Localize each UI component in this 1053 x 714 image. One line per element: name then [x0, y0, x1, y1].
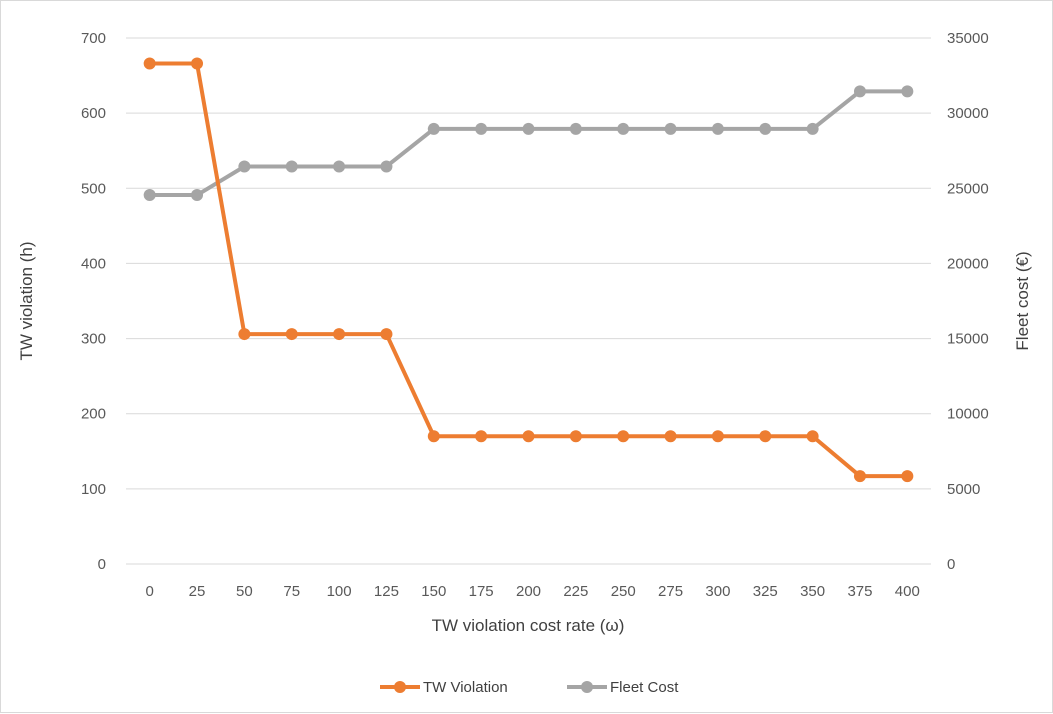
data-point-fleet-cost — [853, 85, 866, 98]
data-point-tw-violation — [143, 57, 156, 70]
x-axis-tick-label: 225 — [563, 583, 588, 600]
data-point-fleet-cost — [806, 122, 819, 135]
data-point-fleet-cost — [569, 122, 582, 135]
left-axis-ticks: 0 100 200 300 400 500 600 700 — [81, 30, 106, 573]
legend-marker-tw-violation — [394, 681, 406, 693]
data-point-tw-violation — [853, 470, 866, 483]
data-point-fleet-cost — [664, 122, 677, 135]
right-axis-tick-label: 10000 — [947, 406, 989, 423]
data-point-fleet-cost — [427, 122, 440, 135]
legend-item-fleet-cost: Fleet Cost — [567, 679, 679, 696]
data-point-fleet-cost — [238, 160, 251, 173]
right-axis-tick-label: 20000 — [947, 255, 989, 272]
x-axis-tick-label: 250 — [611, 583, 636, 600]
data-point-tw-violation — [427, 430, 440, 443]
legend: TW Violation Fleet Cost — [380, 679, 679, 696]
data-point-tw-violation — [759, 430, 772, 443]
data-point-tw-violation — [333, 328, 346, 341]
left-axis-tick-label: 600 — [81, 105, 106, 122]
data-point-fleet-cost — [191, 189, 204, 202]
right-axis-tick-label: 15000 — [947, 331, 989, 348]
data-point-fleet-cost — [143, 189, 156, 202]
data-point-fleet-cost — [711, 122, 724, 135]
right-axis-title: Fleet cost (€) — [1013, 251, 1032, 350]
data-point-fleet-cost — [475, 122, 488, 135]
data-point-tw-violation — [901, 470, 914, 483]
x-axis-tick-label: 325 — [753, 583, 778, 600]
x-axis-tick-label: 50 — [236, 583, 253, 600]
left-axis-tick-label: 200 — [81, 406, 106, 423]
legend-label-tw-violation: TW Violation — [423, 679, 508, 696]
right-axis-tick-label: 0 — [947, 556, 955, 573]
data-point-fleet-cost — [522, 122, 535, 135]
data-point-tw-violation — [380, 328, 393, 341]
data-point-fleet-cost — [333, 160, 346, 173]
x-axis-tick-label: 275 — [658, 583, 683, 600]
left-axis-tick-label: 700 — [81, 30, 106, 47]
data-point-tw-violation — [191, 57, 204, 70]
data-point-fleet-cost — [901, 85, 914, 98]
x-axis-tick-label: 25 — [189, 583, 206, 600]
legend-item-tw-violation: TW Violation — [380, 679, 508, 696]
x-axis-tick-label: 125 — [374, 583, 399, 600]
left-axis-tick-label: 400 — [81, 255, 106, 272]
series-fleet-cost — [143, 85, 914, 202]
right-axis-ticks: 0 5000 10000 15000 20000 25000 30000 35000 — [947, 30, 989, 573]
right-axis-tick-label: 30000 — [947, 105, 989, 122]
x-axis-tick-label: 175 — [469, 583, 494, 600]
series — [143, 57, 914, 483]
data-point-tw-violation — [664, 430, 677, 443]
x-axis-tick-label: 200 — [516, 583, 541, 600]
legend-label-fleet-cost: Fleet Cost — [610, 679, 679, 696]
data-point-tw-violation — [711, 430, 724, 443]
left-axis-tick-label: 0 — [98, 556, 106, 573]
gridlines — [126, 37, 931, 565]
data-point-tw-violation — [522, 430, 535, 443]
series-tw-violation — [143, 57, 914, 483]
x-axis-title: TW violation cost rate (ω) — [432, 616, 625, 635]
x-axis-tick-label: 75 — [283, 583, 300, 600]
x-axis-tick-label: 300 — [705, 583, 730, 600]
data-point-tw-violation — [806, 430, 819, 443]
right-axis-tick-label: 5000 — [947, 481, 980, 498]
x-axis-tick-label: 150 — [421, 583, 446, 600]
left-axis-tick-label: 300 — [81, 331, 106, 348]
right-axis-tick-label: 35000 — [947, 30, 989, 47]
x-axis-ticks: 0 25 50 75 100 125 150 175 200 225 250 275 300 325 350… — [146, 583, 920, 600]
data-point-fleet-cost — [759, 122, 772, 135]
x-axis-tick-label: 0 — [146, 583, 154, 600]
left-axis-tick-label: 500 — [81, 180, 106, 197]
series-line-fleet-cost — [147, 89, 910, 198]
x-axis-tick-label: 400 — [895, 583, 920, 600]
left-axis-title: TW violation (h) — [17, 241, 36, 360]
data-point-tw-violation — [617, 430, 630, 443]
x-axis-tick-label: 375 — [847, 583, 872, 600]
data-point-tw-violation — [475, 430, 488, 443]
data-point-tw-violation — [569, 430, 582, 443]
left-axis-tick-label: 100 — [81, 481, 106, 498]
data-point-tw-violation — [238, 328, 251, 341]
legend-marker-fleet-cost — [581, 681, 593, 693]
data-point-fleet-cost — [617, 122, 630, 135]
right-axis-tick-label: 25000 — [947, 180, 989, 197]
data-point-tw-violation — [285, 328, 298, 341]
data-point-fleet-cost — [285, 160, 298, 173]
data-point-fleet-cost — [380, 160, 393, 173]
x-axis-tick-label: 350 — [800, 583, 825, 600]
x-axis-tick-label: 100 — [327, 583, 352, 600]
